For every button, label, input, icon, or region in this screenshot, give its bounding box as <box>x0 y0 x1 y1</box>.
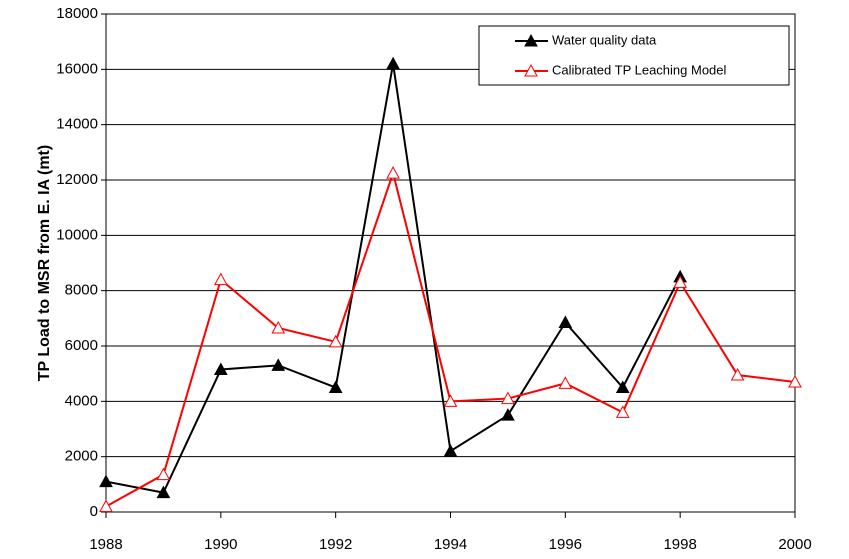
marker <box>156 467 171 481</box>
marker <box>99 474 113 488</box>
marker <box>213 272 228 286</box>
legend: Water quality data Calibrated TP Leaching… <box>478 25 790 86</box>
y-tick-label: 14000 <box>56 116 98 133</box>
marker <box>443 394 458 407</box>
y-tick-label: 10000 <box>56 226 98 243</box>
x-tick-label: 1988 <box>89 536 122 553</box>
marker <box>501 391 515 405</box>
marker <box>213 362 228 376</box>
marker <box>271 320 286 334</box>
marker <box>615 380 630 393</box>
marker <box>673 275 688 288</box>
x-tick-label: 1990 <box>204 536 237 553</box>
marker <box>386 56 400 70</box>
legend-label: Calibrated TP Leaching Model <box>552 62 727 77</box>
legend-marker <box>524 63 538 77</box>
marker <box>730 368 745 381</box>
y-tick-label: 12000 <box>56 171 98 188</box>
legend-marker <box>524 33 538 47</box>
marker <box>788 374 802 388</box>
legend-label: Water quality data <box>552 32 657 47</box>
y-tick-label: 16000 <box>56 60 98 77</box>
plot-frame <box>105 13 796 513</box>
marker <box>558 376 573 389</box>
x-tick-label: 1994 <box>434 536 467 553</box>
marker <box>328 334 343 348</box>
x-tick-label: 1996 <box>549 536 582 553</box>
marker <box>99 499 113 512</box>
x-tick-label: 2000 <box>778 536 811 553</box>
marker <box>443 444 458 457</box>
marker <box>386 166 400 179</box>
marker <box>558 315 573 328</box>
y-tick-label: 2000 <box>65 448 98 465</box>
marker <box>271 358 286 371</box>
y-tick-label: 18000 <box>56 5 98 22</box>
marker <box>156 485 171 499</box>
marker <box>501 408 515 421</box>
marker <box>615 405 630 418</box>
y-tick-label: 6000 <box>65 337 98 354</box>
y-tick-label: 0 <box>90 503 98 520</box>
y-tick-label: 4000 <box>65 392 98 409</box>
x-tick-label: 1992 <box>319 536 352 553</box>
y-tick-label: 8000 <box>65 282 98 299</box>
x-tick-label: 1998 <box>663 536 696 553</box>
series-line <box>105 63 682 494</box>
marker <box>328 380 343 393</box>
y-axis-title: TP Load to MSR from E. IA (mt) <box>36 145 53 381</box>
